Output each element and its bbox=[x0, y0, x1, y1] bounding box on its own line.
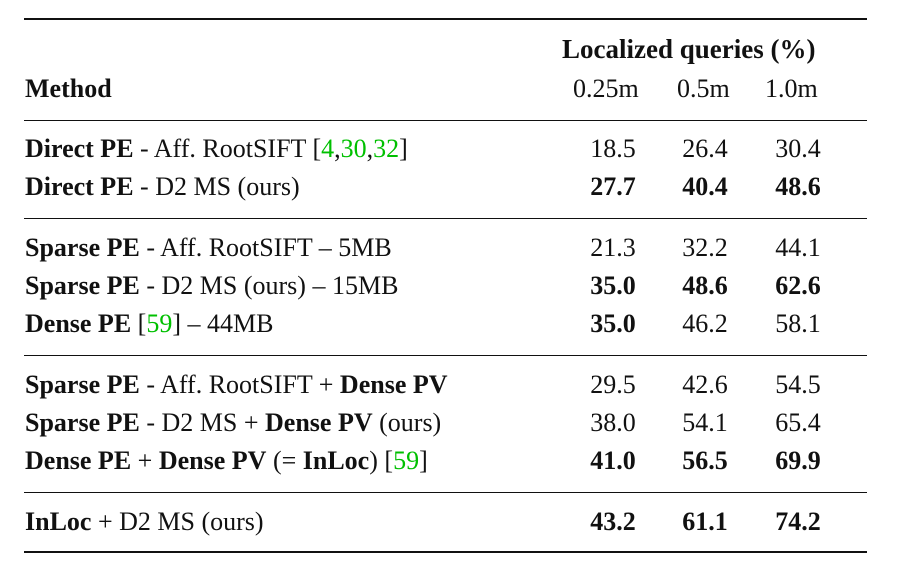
method-text: - Aff. RootSIFT [ bbox=[133, 134, 322, 163]
value-cell: 74.2 bbox=[775, 507, 821, 536]
method-name: Dense PV bbox=[265, 408, 373, 437]
method-text: - D2 MS (ours) bbox=[133, 172, 300, 201]
method-name: Dense PV bbox=[339, 370, 448, 399]
table-row: Direct PE - Aff. RootSIFT [4,30,32] 18.5 2… bbox=[0, 134, 908, 172]
citation-link: 59 bbox=[393, 446, 420, 475]
section-rule-3 bbox=[24, 492, 867, 493]
citation-link: 4 bbox=[321, 134, 335, 163]
section-rule-1 bbox=[24, 218, 867, 219]
value-cell: 58.1 bbox=[775, 309, 821, 338]
table-row: Sparse PE - D2 MS + Dense PV (ours) 38.0 5… bbox=[0, 408, 908, 446]
value-cell: 43.2 bbox=[590, 507, 636, 536]
citation-link: 32 bbox=[373, 134, 400, 163]
header-rule bbox=[24, 120, 867, 121]
value-cell: 69.9 bbox=[775, 446, 821, 475]
table-row: Direct PE - D2 MS (ours) 27.7 40.4 48.6 bbox=[0, 172, 908, 210]
value-cell: 56.5 bbox=[682, 446, 728, 475]
value-cell: 26.4 bbox=[682, 134, 728, 163]
value-cell: 61.1 bbox=[682, 507, 728, 536]
section-rule-2 bbox=[24, 355, 867, 356]
method-name: Dense PE bbox=[25, 446, 132, 475]
value-cell: 42.6 bbox=[682, 370, 728, 399]
value-cell: 41.0 bbox=[590, 446, 636, 475]
table-row: Sparse PE - Aff. RootSIFT + Dense PV 29.5… bbox=[0, 370, 908, 408]
method-name: Dense PV bbox=[158, 446, 267, 475]
table-row: Dense PE + Dense PV (= InLoc) [59] 41.0 56… bbox=[0, 446, 908, 484]
value-cell: 48.6 bbox=[775, 172, 821, 201]
method-cell: Sparse PE - D2 MS (ours) – 15MB bbox=[25, 271, 398, 301]
method-name: Sparse PE bbox=[25, 271, 140, 300]
value-cell: 40.4 bbox=[682, 172, 728, 201]
value-cell: 21.3 bbox=[590, 233, 636, 262]
method-header: Method bbox=[25, 74, 112, 103]
col-header-025: 0.25m bbox=[573, 74, 639, 103]
table-row: Sparse PE - Aff. RootSIFT – 5MB 21.3 32.2 4… bbox=[0, 233, 908, 271]
method-text: ) [ bbox=[369, 446, 394, 475]
table-row: Sparse PE - D2 MS (ours) – 15MB 35.0 48.6 6… bbox=[0, 271, 908, 309]
method-text: - Aff. RootSIFT + bbox=[139, 370, 340, 399]
method-text: ] bbox=[399, 134, 408, 163]
value-cell: 65.4 bbox=[775, 408, 821, 437]
method-cell: Direct PE - Aff. RootSIFT [4,30,32] bbox=[25, 134, 408, 164]
method-text: ] bbox=[419, 446, 428, 475]
citation-separator: , bbox=[366, 134, 374, 163]
method-name: Sparse PE bbox=[25, 408, 140, 437]
value-cell: 38.0 bbox=[590, 408, 636, 437]
value-cell: 35.0 bbox=[590, 309, 636, 338]
method-name: InLoc bbox=[25, 507, 92, 536]
value-cell: 29.5 bbox=[590, 370, 636, 399]
value-cell: 18.5 bbox=[590, 134, 636, 163]
method-cell: Sparse PE - D2 MS + Dense PV (ours) bbox=[25, 408, 441, 438]
method-text: - D2 MS + bbox=[139, 408, 266, 437]
method-text: ] – 44MB bbox=[172, 309, 274, 338]
top-rule bbox=[24, 18, 867, 20]
method-name: Direct PE bbox=[25, 172, 134, 201]
value-cell: 48.6 bbox=[682, 271, 728, 300]
citation-separator: , bbox=[334, 134, 341, 163]
method-text: [ bbox=[131, 309, 147, 338]
bottom-rule bbox=[24, 551, 867, 553]
col-header-10: 1.0m bbox=[765, 74, 818, 103]
method-text: + D2 MS (ours) bbox=[91, 507, 264, 536]
table-row: Dense PE [59] – 44MB 35.0 46.2 58.1 bbox=[0, 309, 908, 347]
method-text: - D2 MS (ours) – 15MB bbox=[139, 271, 399, 300]
value-cell: 32.2 bbox=[682, 233, 728, 262]
method-name: Sparse PE bbox=[25, 233, 140, 262]
value-cell: 46.2 bbox=[682, 309, 728, 338]
method-cell: Direct PE - D2 MS (ours) bbox=[25, 172, 300, 202]
method-name: Dense PE bbox=[25, 309, 132, 338]
value-cell: 35.0 bbox=[590, 271, 636, 300]
value-cell: 54.1 bbox=[682, 408, 728, 437]
method-text: (ours) bbox=[372, 408, 442, 437]
method-cell: Sparse PE - Aff. RootSIFT – 5MB bbox=[25, 233, 392, 263]
method-text: - Aff. RootSIFT – 5MB bbox=[139, 233, 392, 262]
col-header-05: 0.5m bbox=[677, 74, 730, 103]
method-text: + bbox=[131, 446, 159, 475]
citation-link: 59 bbox=[146, 309, 173, 338]
method-name: Direct PE bbox=[25, 134, 134, 163]
method-name: InLoc bbox=[302, 446, 370, 475]
value-cell: 30.4 bbox=[775, 134, 821, 163]
method-text: (= bbox=[266, 446, 303, 475]
value-cell: 44.1 bbox=[775, 233, 821, 262]
value-cell: 54.5 bbox=[775, 370, 821, 399]
value-cell: 27.7 bbox=[590, 172, 636, 201]
group-header: Localized queries (%) bbox=[562, 34, 816, 64]
table-row: InLoc + D2 MS (ours) 43.2 61.1 74.2 bbox=[0, 507, 908, 545]
method-cell: InLoc + D2 MS (ours) bbox=[25, 507, 264, 537]
value-cell: 62.6 bbox=[775, 271, 821, 300]
method-name: Sparse PE bbox=[25, 370, 140, 399]
citation-link: 30 bbox=[340, 134, 367, 163]
method-cell: Sparse PE - Aff. RootSIFT + Dense PV bbox=[25, 370, 448, 400]
method-cell: Dense PE [59] – 44MB bbox=[25, 309, 273, 339]
method-cell: Dense PE + Dense PV (= InLoc) [59] bbox=[25, 446, 428, 476]
